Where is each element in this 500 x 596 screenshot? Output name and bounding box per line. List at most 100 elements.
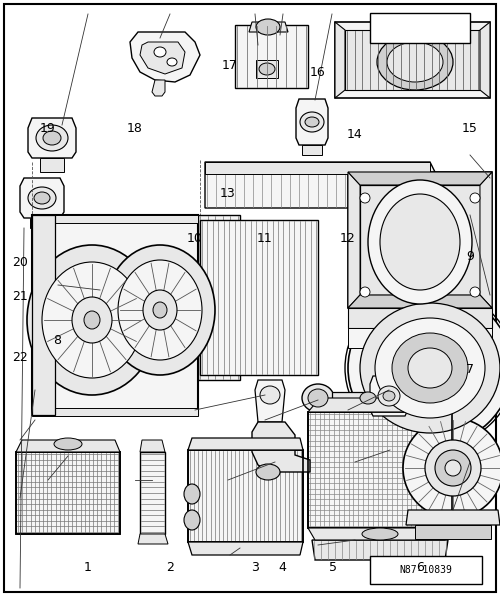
- Polygon shape: [20, 178, 64, 218]
- Text: 22: 22: [12, 351, 28, 364]
- Text: 15: 15: [462, 122, 478, 135]
- Ellipse shape: [377, 34, 453, 90]
- Text: 11: 11: [257, 232, 273, 245]
- Polygon shape: [332, 392, 368, 404]
- Text: 8: 8: [54, 334, 62, 347]
- Polygon shape: [480, 172, 492, 308]
- Text: 2: 2: [166, 561, 174, 574]
- Polygon shape: [16, 440, 120, 452]
- Text: 14: 14: [347, 128, 363, 141]
- Bar: [32, 215, 198, 223]
- Polygon shape: [235, 25, 308, 88]
- Polygon shape: [40, 158, 64, 172]
- Polygon shape: [312, 540, 448, 560]
- Text: 19: 19: [40, 122, 56, 135]
- Bar: [348, 328, 492, 348]
- Ellipse shape: [43, 131, 61, 145]
- Polygon shape: [198, 215, 240, 380]
- Polygon shape: [188, 438, 303, 450]
- Ellipse shape: [153, 302, 167, 318]
- Bar: [188, 450, 303, 542]
- Text: 13: 13: [220, 187, 236, 200]
- Ellipse shape: [305, 117, 319, 127]
- Polygon shape: [140, 440, 165, 452]
- Polygon shape: [348, 295, 492, 308]
- Bar: [370, 556, 482, 584]
- Ellipse shape: [360, 392, 376, 404]
- Ellipse shape: [300, 112, 324, 132]
- Ellipse shape: [383, 391, 395, 401]
- Text: 6: 6: [416, 561, 424, 574]
- Polygon shape: [30, 218, 54, 228]
- Bar: [256, 60, 278, 78]
- Bar: [16, 452, 120, 534]
- Ellipse shape: [260, 386, 280, 404]
- Ellipse shape: [27, 245, 157, 395]
- Polygon shape: [360, 185, 480, 295]
- Polygon shape: [348, 172, 492, 185]
- Bar: [370, 13, 470, 43]
- Polygon shape: [28, 118, 76, 158]
- Ellipse shape: [360, 303, 500, 433]
- Ellipse shape: [362, 528, 398, 540]
- Polygon shape: [308, 412, 452, 528]
- Ellipse shape: [392, 333, 468, 403]
- Text: 21: 21: [12, 290, 28, 303]
- Ellipse shape: [445, 460, 461, 476]
- Text: 10: 10: [187, 232, 203, 245]
- Ellipse shape: [408, 348, 452, 388]
- Text: 4: 4: [278, 561, 286, 574]
- Ellipse shape: [54, 438, 82, 450]
- Polygon shape: [255, 380, 285, 422]
- Ellipse shape: [256, 19, 280, 35]
- Ellipse shape: [259, 63, 275, 75]
- Ellipse shape: [105, 245, 215, 375]
- Ellipse shape: [387, 42, 443, 82]
- Ellipse shape: [42, 262, 142, 378]
- Ellipse shape: [34, 192, 50, 204]
- Text: N87-10839: N87-10839: [400, 565, 452, 575]
- Ellipse shape: [84, 311, 100, 329]
- Text: 3: 3: [251, 561, 259, 574]
- Polygon shape: [308, 528, 452, 540]
- Polygon shape: [205, 162, 435, 208]
- Ellipse shape: [360, 287, 370, 297]
- Polygon shape: [348, 172, 360, 308]
- Bar: [205, 162, 430, 174]
- Text: 7: 7: [466, 363, 474, 376]
- Text: 18: 18: [127, 122, 143, 135]
- Ellipse shape: [256, 464, 280, 480]
- Polygon shape: [296, 99, 328, 145]
- Polygon shape: [335, 22, 345, 98]
- Ellipse shape: [378, 386, 400, 406]
- Text: 1: 1: [84, 561, 92, 574]
- Ellipse shape: [403, 418, 500, 518]
- Polygon shape: [370, 376, 408, 416]
- Ellipse shape: [360, 193, 370, 203]
- Ellipse shape: [375, 318, 485, 418]
- Ellipse shape: [184, 510, 200, 530]
- Polygon shape: [480, 22, 490, 98]
- Polygon shape: [188, 542, 303, 555]
- Ellipse shape: [435, 450, 471, 486]
- Polygon shape: [138, 534, 168, 544]
- Polygon shape: [335, 22, 490, 98]
- Ellipse shape: [143, 290, 177, 330]
- Bar: [415, 525, 491, 539]
- Ellipse shape: [380, 194, 460, 290]
- Polygon shape: [130, 32, 200, 82]
- Ellipse shape: [348, 290, 500, 446]
- Text: 12: 12: [340, 232, 355, 245]
- Polygon shape: [308, 398, 452, 412]
- Ellipse shape: [154, 47, 166, 57]
- Polygon shape: [152, 80, 165, 96]
- Polygon shape: [32, 215, 55, 415]
- Bar: [140, 452, 165, 534]
- Bar: [32, 408, 198, 416]
- Polygon shape: [348, 172, 492, 308]
- Text: 20: 20: [12, 256, 28, 269]
- Ellipse shape: [368, 180, 472, 304]
- Polygon shape: [345, 30, 480, 90]
- Ellipse shape: [425, 440, 481, 496]
- Polygon shape: [140, 42, 185, 74]
